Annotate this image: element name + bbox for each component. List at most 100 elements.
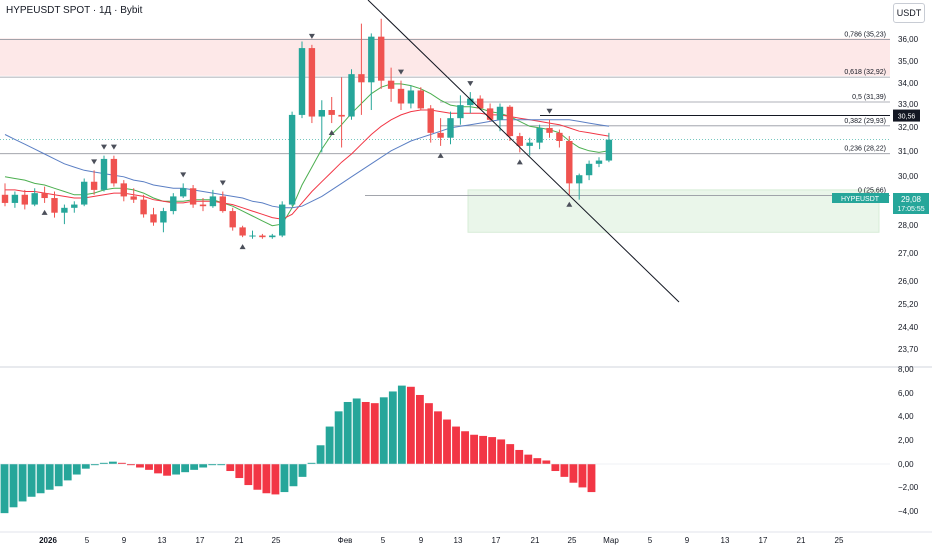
candle[interactable] xyxy=(140,194,147,218)
candle[interactable] xyxy=(387,67,395,102)
oscillator-bar[interactable] xyxy=(488,437,497,464)
oscillator-bar[interactable] xyxy=(36,464,45,494)
candle[interactable] xyxy=(298,41,306,119)
oscillator-bar[interactable] xyxy=(560,464,569,477)
candle[interactable] xyxy=(516,132,523,153)
candle[interactable] xyxy=(506,105,514,141)
candle[interactable] xyxy=(199,198,207,212)
oscillator-bar[interactable] xyxy=(379,397,388,464)
candle[interactable] xyxy=(576,173,583,200)
candle[interactable] xyxy=(31,188,38,207)
oscillator-bar[interactable] xyxy=(90,464,99,466)
candle[interactable] xyxy=(170,193,177,215)
oscillator-bar[interactable] xyxy=(397,385,406,464)
oscillator-bar[interactable] xyxy=(45,464,54,490)
oscillator-bar[interactable] xyxy=(127,464,135,466)
candle[interactable] xyxy=(71,201,78,213)
oscillator-bar[interactable] xyxy=(370,403,379,464)
candle[interactable] xyxy=(328,96,335,124)
oscillator-bar[interactable] xyxy=(497,439,506,464)
candle[interactable] xyxy=(358,23,365,115)
oscillator-bar[interactable] xyxy=(208,464,217,466)
candle[interactable] xyxy=(21,189,28,210)
candle[interactable] xyxy=(81,178,88,207)
candle[interactable] xyxy=(61,204,68,225)
oscillator-bar[interactable] xyxy=(81,464,90,469)
candle[interactable] xyxy=(130,188,137,203)
candle[interactable] xyxy=(368,33,375,111)
oscillator-bar[interactable] xyxy=(425,403,433,464)
candle[interactable] xyxy=(229,207,236,231)
oscillator-bar[interactable] xyxy=(235,464,244,479)
candle[interactable] xyxy=(447,111,454,145)
oscillator-bar[interactable] xyxy=(443,419,451,464)
oscillator-bar[interactable] xyxy=(27,464,36,497)
oscillator-bar[interactable] xyxy=(217,464,226,466)
oscillator-bar[interactable] xyxy=(181,464,190,473)
demand-zone[interactable] xyxy=(467,189,880,233)
candle[interactable] xyxy=(348,69,355,120)
candle[interactable] xyxy=(160,207,167,233)
oscillator-bar[interactable] xyxy=(316,445,325,464)
oscillator-bar[interactable] xyxy=(569,464,578,483)
oscillator-bar[interactable] xyxy=(199,464,208,468)
oscillator-bar[interactable] xyxy=(289,464,298,487)
candle[interactable] xyxy=(467,92,474,114)
oscillator-bar[interactable] xyxy=(415,394,424,464)
oscillator-bar[interactable] xyxy=(388,391,397,464)
oscillator-bar[interactable] xyxy=(334,411,343,464)
oscillator-bar[interactable] xyxy=(479,435,488,464)
candle[interactable] xyxy=(100,155,108,192)
candle[interactable] xyxy=(249,230,256,239)
candle[interactable] xyxy=(269,233,276,239)
candle[interactable] xyxy=(259,233,266,239)
candle[interactable] xyxy=(180,183,187,199)
current-price-tag[interactable]: HYPEUSDT 29,08 17:05:55 xyxy=(832,193,929,214)
oscillator-bar[interactable] xyxy=(253,464,262,490)
oscillator-bar[interactable] xyxy=(190,464,199,470)
candle[interactable] xyxy=(595,157,603,168)
candle[interactable] xyxy=(41,186,48,203)
candle[interactable] xyxy=(477,95,484,111)
candle[interactable] xyxy=(110,155,118,187)
oscillator-bar[interactable] xyxy=(271,464,280,495)
oscillator-bar[interactable] xyxy=(307,462,316,464)
candle[interactable] xyxy=(1,183,9,207)
candle[interactable] xyxy=(546,119,553,138)
oscillator-bar[interactable] xyxy=(108,461,117,464)
oscillator-histogram[interactable] xyxy=(0,385,596,514)
candle[interactable] xyxy=(378,18,385,89)
oscillator-bar[interactable] xyxy=(533,458,542,464)
candle[interactable] xyxy=(556,129,563,148)
candle[interactable] xyxy=(417,87,424,111)
candle[interactable] xyxy=(457,95,464,125)
candle[interactable] xyxy=(496,103,504,132)
oscillator-bar[interactable] xyxy=(136,464,144,468)
oscillator-bar[interactable] xyxy=(117,462,126,464)
oscillator-bar[interactable] xyxy=(280,464,289,493)
oscillator-bar[interactable] xyxy=(172,464,181,475)
oscillator-bar[interactable] xyxy=(262,464,271,494)
candle[interactable] xyxy=(120,180,127,202)
candle[interactable] xyxy=(605,132,613,163)
oscillator-bar[interactable] xyxy=(72,464,81,475)
oscillator-bar[interactable] xyxy=(298,464,307,477)
candle[interactable] xyxy=(51,191,58,218)
oscillator-bar[interactable] xyxy=(325,426,334,464)
oscillator-bar[interactable] xyxy=(63,464,72,481)
candle[interactable] xyxy=(288,111,296,207)
candle[interactable] xyxy=(189,185,197,208)
candle[interactable] xyxy=(407,85,415,109)
oscillator-bar[interactable] xyxy=(154,464,162,474)
candle[interactable] xyxy=(536,124,543,150)
oscillator-bar[interactable] xyxy=(578,464,587,488)
oscillator-bar[interactable] xyxy=(434,411,442,464)
oscillator-bar[interactable] xyxy=(0,464,9,514)
candle[interactable] xyxy=(437,118,444,146)
candle[interactable] xyxy=(219,191,226,213)
candle[interactable] xyxy=(585,160,593,181)
oscillator-bar[interactable] xyxy=(587,464,596,493)
candle[interactable] xyxy=(526,137,533,156)
oscillator-bar[interactable] xyxy=(452,426,460,464)
